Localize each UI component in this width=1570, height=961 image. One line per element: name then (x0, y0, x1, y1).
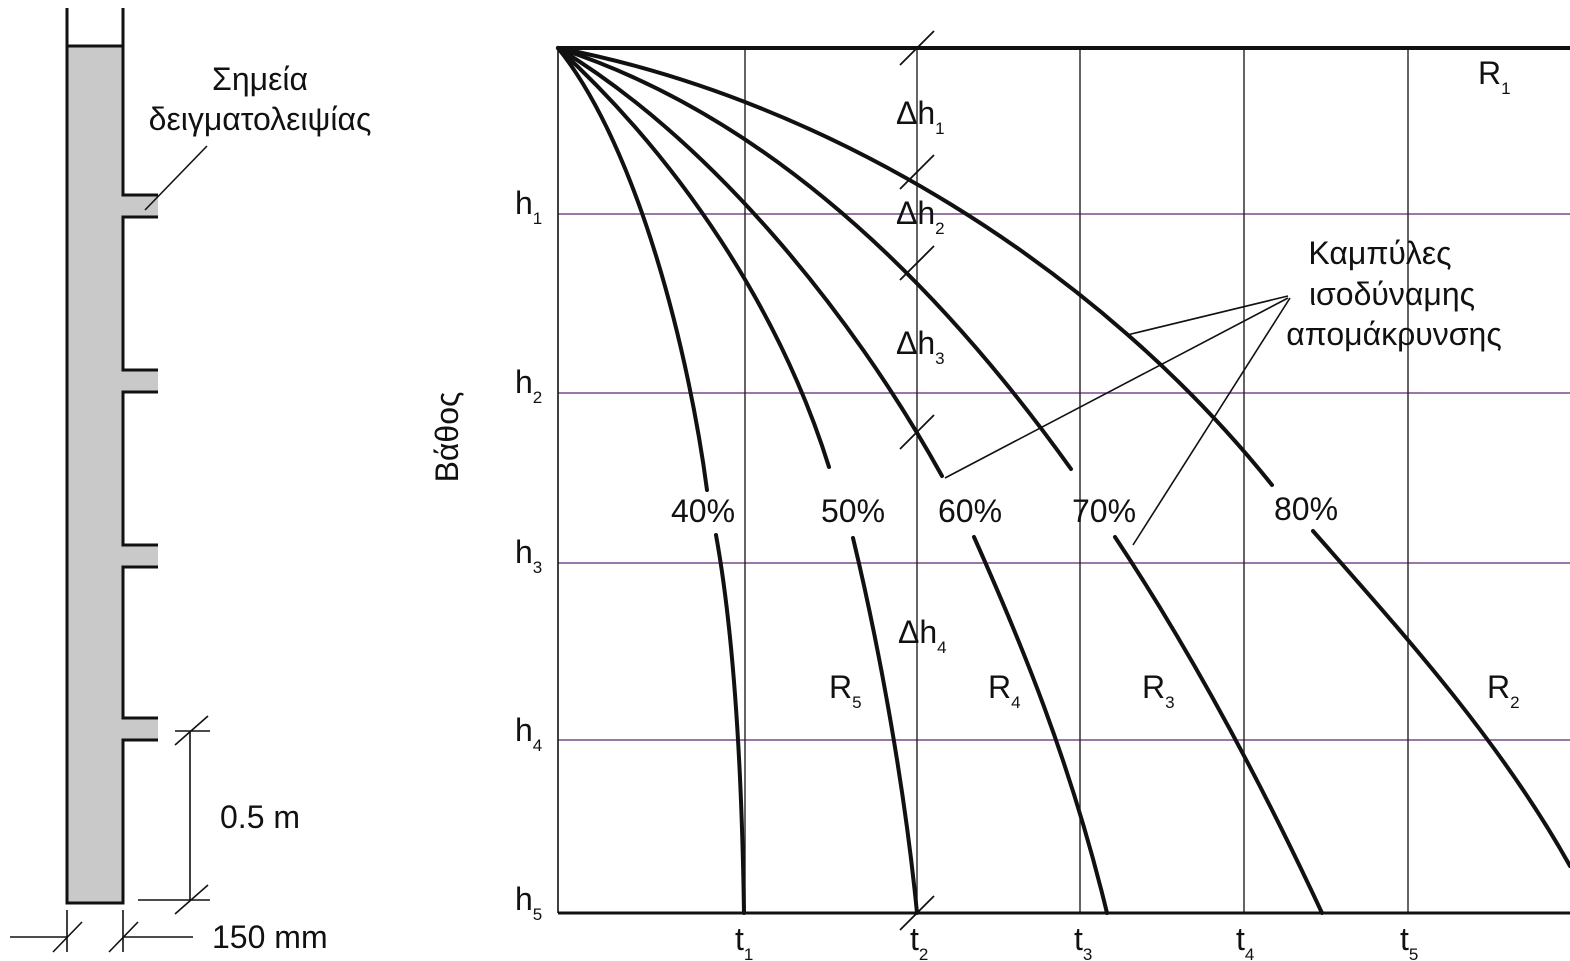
chart-labels: h1 h2 h3 h4 h5 t1 t2 t3 t4 t5 Δh1 Δh2 Δh3 Δh4 R1 R2 R3 R4… (515, 55, 1520, 961)
time-label-t1: t1 (735, 921, 753, 961)
delta-h-label-3: Δh3 (896, 325, 945, 368)
sampling-leader-line (144, 145, 208, 211)
curve-label-60: 60% (938, 493, 1002, 529)
delta-h-tick-4 (899, 414, 935, 450)
curve-label-40: 40% (671, 493, 735, 529)
time-label-t4: t4 (1236, 921, 1254, 961)
depth-label-h4: h4 (515, 712, 542, 755)
region-label-r1: R1 (1478, 55, 1511, 98)
iso-curve-70-lower (1113, 535, 1324, 915)
chart-grid (558, 48, 1570, 913)
iso-curve-60-lower (972, 535, 1109, 915)
depth-label-h1: h1 (515, 185, 542, 228)
region-label-r3: R3 (1142, 669, 1175, 712)
delta-h-label-1: Δh1 (896, 95, 945, 138)
time-label-t3: t3 (1074, 921, 1092, 961)
delta-h-tick-5 (899, 895, 935, 931)
annotation-label-line2: ισοδύναμης (1309, 276, 1475, 312)
iso-curve-50-lower (851, 536, 919, 915)
column-fill (67, 46, 158, 903)
curve-label-80: 80% (1274, 491, 1338, 527)
sampling-label-line2: δειγματολειψίας (149, 101, 372, 137)
region-label-r5: R5 (829, 669, 862, 712)
iso-curve-70-upper (556, 46, 1073, 471)
iso-curve-40-lower (714, 533, 746, 915)
region-label-r2: R2 (1487, 669, 1520, 712)
delta-h-ticks (899, 30, 935, 931)
chart-frame (557, 46, 1570, 915)
settling-column: Σημεία δειγματολειψίας 0.5 m 150 mm (10, 8, 371, 955)
iso-curve-40-upper (556, 46, 709, 492)
depth-label-h2: h2 (515, 364, 542, 407)
curve-label-50: 50% (821, 493, 885, 529)
region-label-r4: R4 (988, 669, 1021, 712)
iso-removal-chart: Βάθος h1 h2 h3 h4 h5 t1 t2 t3 t4 t5 Δh1 Δh2 Δh3 Δh4 R1… (429, 30, 1570, 961)
annotation-leader-3 (1132, 297, 1291, 546)
delta-h-label-4: Δh4 (898, 614, 947, 657)
delta-h-tick-2 (899, 154, 935, 190)
annotation-leader-lines (944, 295, 1291, 546)
annotation-leader-2 (944, 297, 1289, 479)
annotation-label-line1: Καμπύλες (1308, 235, 1451, 271)
annotation-label-line3: απομάκρυνσης (1286, 316, 1502, 352)
column-outline (65, 8, 158, 905)
curve-label-70: 70% (1072, 493, 1136, 529)
spacing-label: 0.5 m (220, 799, 300, 835)
y-axis-label: Βάθος (429, 392, 465, 483)
diameter-label: 150 mm (212, 919, 328, 955)
iso-curve-50-upper (556, 46, 831, 469)
sampling-label-line1: Σημεία (212, 61, 308, 97)
diameter-dimension (10, 910, 193, 953)
depth-label-h3: h3 (515, 534, 542, 577)
delta-h-label-2: Δh2 (896, 195, 945, 238)
iso-curve-80-lower (1311, 529, 1570, 868)
delta-h-tick-3 (899, 245, 935, 281)
iso-curve-80-upper (556, 46, 1274, 487)
spacing-dimension (138, 715, 210, 915)
iso-curve-60-upper (556, 46, 944, 478)
iso-removal-curves (556, 46, 1570, 915)
time-label-t5: t5 (1400, 921, 1418, 961)
delta-h-tick-1 (899, 30, 935, 66)
time-label-t2: t2 (910, 921, 928, 961)
annotation-leader-1 (1126, 295, 1289, 336)
depth-label-h5: h5 (515, 881, 542, 924)
